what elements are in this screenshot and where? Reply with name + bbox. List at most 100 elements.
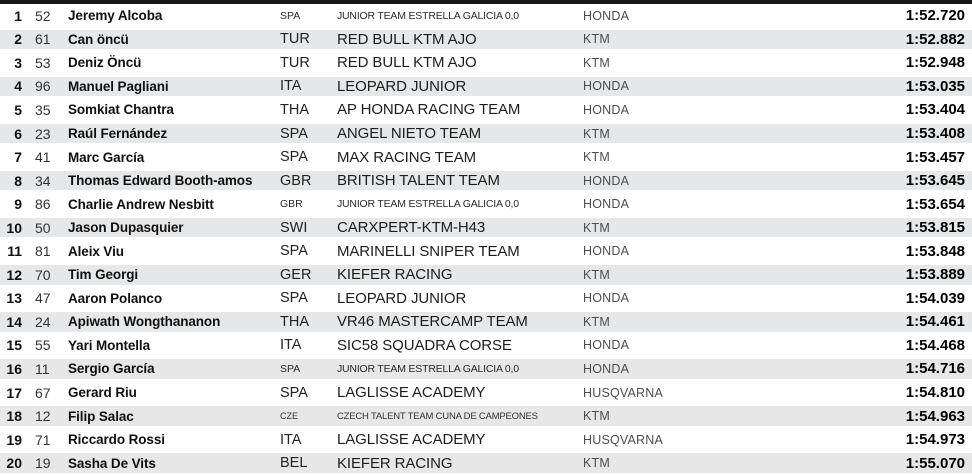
team-cell: LAGLISSE ACADEMY — [337, 384, 486, 402]
manufacturer-cell: KTM — [583, 32, 610, 47]
table-row: 19 71 Riccardo Rossi ITA LAGLISSE ACADEMY HUS… — [0, 427, 972, 452]
position-cell: 19 — [6, 431, 22, 448]
nation-cell: SWI — [280, 219, 308, 236]
position-cell: 12 — [6, 266, 22, 283]
table-row: 18 12 Filip Salac CZE CZECH TALENT TEAM CUNA… — [0, 404, 972, 428]
team-cell: MARINELLI SNIPER TEAM — [337, 242, 520, 260]
manufacturer-cell: HONDA — [583, 8, 630, 23]
position-cell: 8 — [14, 172, 22, 189]
bike-number-cell: 86 — [35, 196, 51, 213]
lap-time-cell: 1:54.963 — [905, 407, 965, 425]
rider-name-cell: Sasha De Vits — [68, 455, 156, 471]
position-cell: 4 — [14, 78, 22, 95]
nation-cell: SPA — [280, 290, 308, 307]
lap-time-cell: 1:53.408 — [905, 125, 965, 142]
position-cell: 13 — [6, 290, 22, 307]
team-cell: SIC58 SQUADRA CORSE — [337, 336, 512, 354]
rider-name-cell: Filip Salac — [68, 408, 134, 424]
team-cell: JUNIOR TEAM ESTRELLA GALICIA 0,0 — [337, 362, 519, 375]
bike-number-cell: 24 — [35, 313, 51, 330]
nation-cell: CZE — [280, 411, 298, 422]
lap-time-cell: 1:55.070 — [905, 454, 965, 472]
lap-time-cell: 1:52.882 — [905, 30, 965, 48]
table-row: 6 23 Raúl Fernández SPA ANGEL NIETO TEAM KTM 1… — [0, 121, 972, 146]
nation-cell: THA — [280, 313, 309, 330]
manufacturer-cell: HONDA — [583, 197, 630, 212]
manufacturer-cell: KTM — [583, 409, 610, 424]
position-cell: 9 — [14, 196, 22, 213]
team-cell: JUNIOR TEAM ESTRELLA GALICIA 0,0 — [337, 198, 519, 211]
manufacturer-cell: HONDA — [583, 338, 630, 353]
position-cell: 6 — [14, 125, 22, 142]
bike-number-cell: 11 — [35, 360, 50, 377]
lap-time-cell: 1:53.457 — [905, 148, 965, 166]
manufacturer-cell: KTM — [583, 150, 610, 165]
bike-number-cell: 53 — [35, 54, 51, 71]
table-row: 4 96 Manuel Pagliani ITA LEOPARD JUNIOR HONDA… — [0, 74, 972, 99]
position-cell: 7 — [14, 149, 22, 166]
table-row: 10 50 Jason Dupasquier SWI CARXPERT-KTM-H43 K… — [0, 215, 972, 240]
team-cell: LEOPARD JUNIOR — [337, 289, 467, 307]
nation-cell: GBR — [280, 198, 303, 211]
manufacturer-cell: KTM — [583, 267, 610, 282]
position-cell: 16 — [6, 360, 22, 377]
position-cell: 20 — [6, 455, 22, 472]
position-cell: 10 — [6, 219, 22, 236]
manufacturer-cell: HONDA — [583, 173, 630, 188]
lap-time-cell: 1:53.404 — [905, 101, 965, 119]
position-cell: 15 — [6, 337, 22, 354]
lap-time-cell: 1:53.645 — [905, 172, 965, 190]
nation-cell: TUR — [280, 54, 310, 71]
manufacturer-cell: HONDA — [583, 244, 630, 259]
rider-name-cell: Tim Georgi — [68, 267, 139, 283]
bike-number-cell: 35 — [35, 101, 51, 118]
lap-time-cell: 1:54.973 — [905, 431, 965, 449]
rider-name-cell: Aleix Viu — [68, 243, 124, 259]
table-row: 15 55 Yari Montella ITA SIC58 SQUADRA CORSE H… — [0, 333, 972, 358]
nation-cell: ITA — [280, 337, 302, 354]
rider-name-cell: Jeremy Alcoba — [68, 8, 163, 24]
position-cell: 18 — [6, 408, 22, 425]
team-cell: AP HONDA RACING TEAM — [337, 101, 521, 119]
lap-time-cell: 1:54.039 — [905, 289, 965, 307]
team-cell: CARXPERT-KTM-H43 — [337, 219, 486, 237]
team-cell: VR46 MASTERCAMP TEAM — [337, 313, 528, 331]
rider-name-cell: Aaron Polanco — [68, 290, 162, 306]
manufacturer-cell: HONDA — [583, 79, 630, 94]
position-cell: 2 — [14, 31, 22, 48]
bike-number-cell: 47 — [35, 290, 51, 307]
rider-name-cell: Manuel Pagliani — [68, 78, 169, 94]
bike-number-cell: 96 — [35, 78, 51, 95]
nation-cell: ITA — [280, 78, 302, 95]
bike-number-cell: 41 — [35, 149, 51, 166]
nation-cell: SPA — [280, 125, 308, 142]
bike-number-cell: 71 — [35, 431, 51, 448]
rider-name-cell: Yari Montella — [68, 337, 150, 353]
rider-name-cell: Apiwath Wongthananon — [68, 314, 221, 330]
bike-number-cell: 61 — [35, 31, 51, 48]
results-table: 1 5 2 Jeremy Alcoba SPA JUNIOR TEAM ESTRELLA … — [0, 4, 972, 475]
rider-name-cell: Somkiat Chantra — [68, 102, 174, 118]
team-cell: RED BULL KTM AJO — [337, 54, 477, 72]
lap-time-cell: 1:54.461 — [905, 313, 965, 331]
top-divider-bar — [0, 0, 972, 4]
lap-time-cell: 1:54.716 — [905, 360, 965, 378]
bike-number-cell: 23 — [35, 125, 51, 142]
lap-time-cell: 1:52.948 — [905, 54, 965, 72]
bike-number-cell: 70 — [35, 266, 51, 283]
manufacturer-cell: KTM — [583, 220, 610, 235]
rider-name-cell: Deniz Öncü — [68, 55, 142, 71]
table-row: 12 70 Tim Georgi GER KIEFER RACING KTM 1:53.88… — [0, 263, 972, 287]
table-row: 14 24 Apiwath Wongthananon THA VR46 MASTERCA… — [0, 310, 972, 334]
manufacturer-cell: KTM — [583, 126, 610, 141]
position-cell: 17 — [6, 384, 22, 401]
nation-cell: SPA — [280, 243, 308, 260]
team-cell: KIEFER RACING — [337, 266, 453, 284]
team-cell: BRITISH TALENT TEAM — [337, 172, 500, 190]
table-row: 7 41 Marc García SPA MAX RACING TEAM KTM 1:53.… — [0, 145, 972, 169]
nation-cell: SPA — [280, 149, 308, 166]
nation-cell: GER — [280, 266, 312, 283]
table-row: 13 47 Aaron Polanco SPA LEOPARD JUNIOR HONDA 1… — [0, 286, 972, 311]
lap-time-cell: 1:53.815 — [905, 219, 965, 237]
table-row: 2 61 Can öncü TUR RED BULL KTM AJO KTM 1:52.88… — [0, 27, 972, 52]
